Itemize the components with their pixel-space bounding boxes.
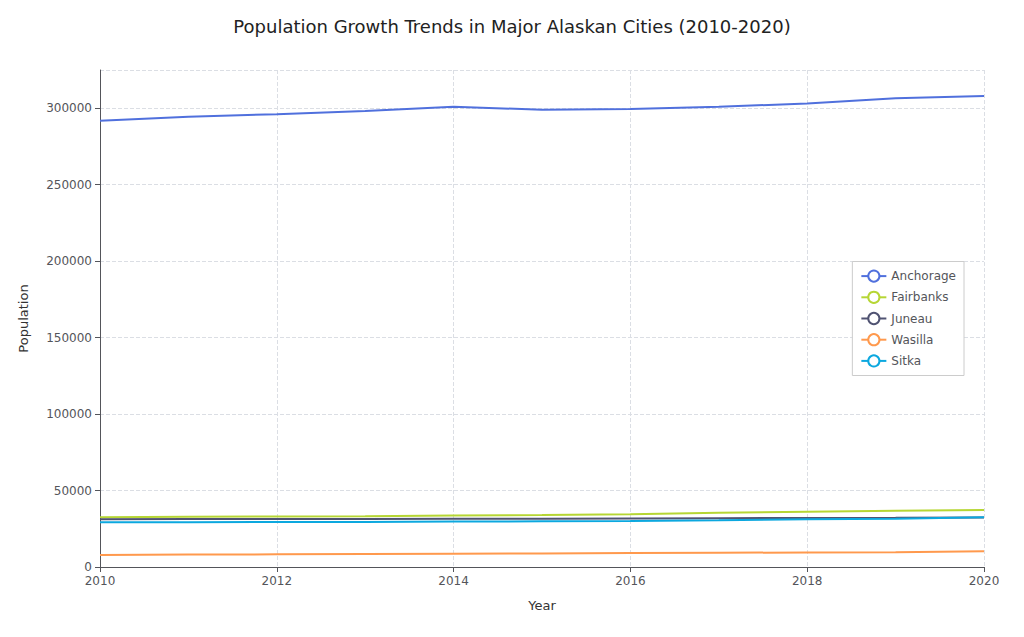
- svg-text:Sitka: Sitka: [891, 354, 921, 368]
- svg-text:50000: 50000: [54, 484, 92, 498]
- svg-text:Juneau: Juneau: [890, 312, 932, 326]
- svg-text:2012: 2012: [262, 574, 293, 588]
- svg-text:2018: 2018: [792, 574, 823, 588]
- svg-text:Fairbanks: Fairbanks: [891, 290, 948, 304]
- svg-text:100000: 100000: [46, 407, 92, 421]
- svg-text:2010: 2010: [85, 574, 116, 588]
- svg-text:300000: 300000: [46, 101, 92, 115]
- svg-text:Anchorage: Anchorage: [891, 269, 956, 283]
- svg-text:200000: 200000: [46, 254, 92, 268]
- svg-text:0: 0: [84, 560, 92, 574]
- svg-text:Population Growth Trends in Ma: Population Growth Trends in Major Alaska…: [233, 16, 790, 37]
- svg-text:2020: 2020: [969, 574, 1000, 588]
- svg-text:150000: 150000: [46, 331, 92, 345]
- svg-text:Wasilla: Wasilla: [891, 333, 933, 347]
- svg-text:2016: 2016: [615, 574, 646, 588]
- svg-text:Year: Year: [527, 598, 556, 613]
- svg-text:2014: 2014: [438, 574, 469, 588]
- svg-text:250000: 250000: [46, 178, 92, 192]
- svg-text:Population: Population: [16, 284, 31, 352]
